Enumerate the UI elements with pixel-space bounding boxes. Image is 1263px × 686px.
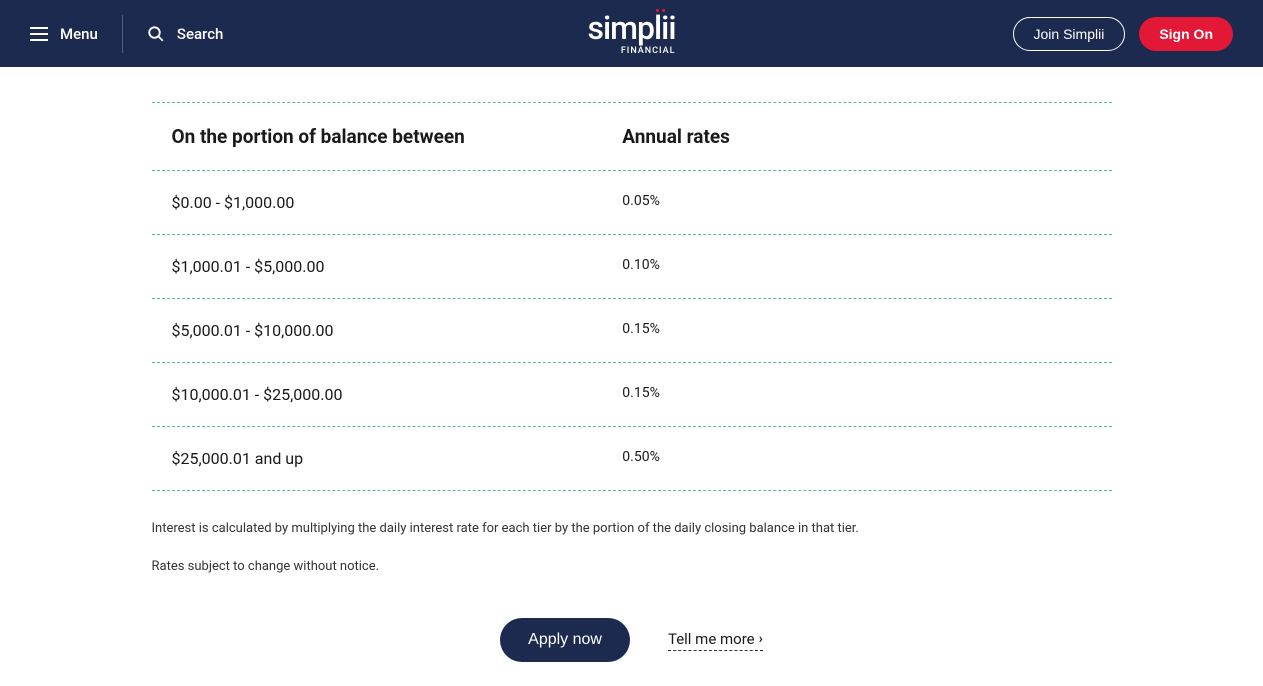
tell-me-more-link[interactable]: Tell me more › <box>668 630 763 651</box>
header-balance: On the portion of balance between <box>172 125 623 148</box>
site-header: Menu Search simplii FINANCIAL Join Simpl… <box>0 0 1263 67</box>
cell-rate: 0.15% <box>622 321 1091 340</box>
cell-balance: $0.00 - $1,000.00 <box>172 193 623 212</box>
table-row: $5,000.01 - $10,000.00 0.15% <box>152 299 1112 363</box>
cell-balance: $5,000.01 - $10,000.00 <box>172 321 623 340</box>
cell-rate: 0.10% <box>622 257 1091 276</box>
join-button[interactable]: Join Simplii <box>1013 17 1126 51</box>
signon-button[interactable]: Sign On <box>1139 17 1233 51</box>
cell-balance: $25,000.01 and up <box>172 449 623 468</box>
cell-rate: 0.05% <box>622 193 1091 212</box>
cta-row: Apply now Tell me more › <box>152 618 1112 662</box>
cell-rate: 0.15% <box>622 385 1091 404</box>
logo-subtext: FINANCIAL <box>588 46 676 56</box>
cell-balance: $1,000.01 - $5,000.00 <box>172 257 623 276</box>
cell-balance: $10,000.01 - $25,000.00 <box>172 385 623 404</box>
search-label: Search <box>177 25 224 43</box>
table-header-row: On the portion of balance between Annual… <box>152 102 1112 171</box>
header-rate: Annual rates <box>622 125 1091 148</box>
menu-label: Menu <box>60 25 98 43</box>
table-row: $10,000.01 - $25,000.00 0.15% <box>152 363 1112 427</box>
table-row: $1,000.01 - $5,000.00 0.10% <box>152 235 1112 299</box>
table-row: $0.00 - $1,000.00 0.05% <box>152 171 1112 235</box>
search-icon <box>147 25 165 43</box>
table-row: $25,000.01 and up 0.50% <box>152 427 1112 491</box>
header-right: Join Simplii Sign On <box>1013 17 1233 51</box>
hamburger-icon <box>30 27 48 41</box>
header-left: Menu Search <box>30 15 223 53</box>
cell-rate: 0.50% <box>622 449 1091 468</box>
footnote-rates: Rates subject to change without notice. <box>152 557 1112 577</box>
tell-me-more-label: Tell me more <box>668 630 755 648</box>
logo-dots-icon <box>656 9 665 12</box>
logo-wordmark: simplii <box>588 12 676 44</box>
rates-table: On the portion of balance between Annual… <box>152 102 1112 491</box>
search-button[interactable]: Search <box>123 25 224 43</box>
main-content: On the portion of balance between Annual… <box>132 102 1132 662</box>
apply-button[interactable]: Apply now <box>500 618 630 662</box>
footnote-interest: Interest is calculated by multiplying th… <box>152 519 1112 539</box>
menu-button[interactable]: Menu <box>30 15 123 53</box>
chevron-right-icon: › <box>759 631 763 647</box>
logo[interactable]: simplii FINANCIAL <box>588 12 676 56</box>
